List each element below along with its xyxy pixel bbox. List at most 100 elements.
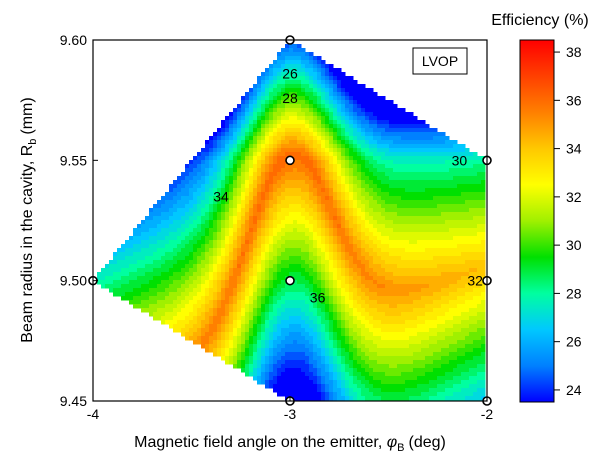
contour-cell — [253, 96, 258, 101]
contour-cell — [169, 204, 174, 209]
contour-cell — [209, 196, 214, 201]
contour-cell — [285, 344, 290, 349]
contour-cell — [253, 156, 258, 161]
contour-cell — [329, 384, 334, 389]
contour-cell — [369, 280, 374, 285]
contour-cell — [225, 348, 230, 353]
contour-cell — [241, 296, 246, 301]
contour-cell — [401, 340, 406, 345]
contour-cell — [365, 108, 370, 113]
contour-cell — [257, 172, 262, 177]
contour-cell — [385, 212, 390, 217]
contour-cell — [273, 292, 278, 297]
contour-cell — [333, 380, 338, 385]
contour-cell — [337, 84, 342, 89]
contour-cell — [141, 228, 146, 233]
contour-cell — [285, 140, 290, 145]
contour-cell — [209, 344, 214, 349]
contour-cell — [333, 272, 338, 277]
contour-cell — [345, 232, 350, 237]
contour-cell — [381, 356, 386, 361]
contour-cell — [345, 240, 350, 245]
contour-cell — [417, 364, 422, 369]
contour-cell — [373, 396, 378, 401]
contour-cell — [305, 376, 310, 381]
contour-cell — [373, 336, 378, 341]
contour-cell — [253, 200, 258, 205]
contour-cell — [261, 316, 266, 321]
contour-cell — [409, 224, 414, 229]
contour-cell — [217, 308, 222, 313]
contour-cell — [273, 244, 278, 249]
contour-cell — [393, 172, 398, 177]
contour-cell — [269, 264, 274, 269]
contour-cell — [297, 332, 302, 337]
contour-cell — [253, 128, 258, 133]
contour-cell — [301, 248, 306, 253]
contour-cell — [349, 120, 354, 125]
contour-cell — [225, 304, 230, 309]
contour-cell — [201, 252, 206, 257]
contour-cell — [317, 104, 322, 109]
contour-cell — [229, 236, 234, 241]
contour-cell — [249, 164, 254, 169]
contour-cell — [229, 124, 234, 129]
contour-cell — [217, 260, 222, 265]
contour-cell — [309, 236, 314, 241]
contour-cell — [273, 372, 278, 377]
contour-cell — [333, 208, 338, 213]
contour-cell — [161, 272, 166, 277]
contour-cell — [297, 280, 302, 285]
contour-cell — [185, 180, 190, 185]
contour-cell — [373, 216, 378, 221]
contour-cell — [257, 148, 262, 153]
contour-cell — [417, 252, 422, 257]
contour-cell — [393, 124, 398, 129]
contour-cell — [357, 368, 362, 373]
contour-cell — [217, 248, 222, 253]
contour-cell — [309, 352, 314, 357]
contour-cell — [189, 288, 194, 293]
contour-cell — [113, 260, 118, 265]
contour-cell — [377, 340, 382, 345]
contour-cell — [293, 396, 298, 401]
contour-cell — [341, 376, 346, 381]
contour-cell — [273, 92, 278, 97]
contour-cell — [333, 116, 338, 121]
contour-cell — [273, 260, 278, 265]
contour-cell — [249, 216, 254, 221]
contour-cell — [357, 84, 362, 89]
contour-cell — [321, 104, 326, 109]
contour-cell — [273, 316, 278, 321]
contour-cell — [181, 252, 186, 257]
contour-cell — [133, 276, 138, 281]
contour-cell — [333, 292, 338, 297]
contour-cell — [237, 264, 242, 269]
contour-cell — [273, 176, 278, 181]
contour-cell — [285, 172, 290, 177]
contour-cell — [369, 100, 374, 105]
contour-cell — [369, 340, 374, 345]
contour-cell — [357, 396, 362, 401]
contour-cell — [265, 184, 270, 189]
contour-cell — [253, 300, 258, 305]
contour-cell — [413, 236, 418, 241]
contour-cell — [197, 212, 202, 217]
contour-cell — [137, 240, 142, 245]
contour-cell — [205, 164, 210, 169]
contour-cell — [213, 352, 218, 357]
contour-cell — [277, 140, 282, 145]
contour-cell — [273, 252, 278, 257]
contour-cell — [149, 244, 154, 249]
contour-cell — [273, 196, 278, 201]
contour-cell — [317, 388, 322, 393]
contour-cell — [325, 84, 330, 89]
contour-cell — [409, 252, 414, 257]
contour-cell — [221, 132, 226, 137]
contour-cell — [261, 296, 266, 301]
contour-cell — [405, 112, 410, 117]
contour-cell — [297, 304, 302, 309]
contour-cell — [237, 344, 242, 349]
contour-cell — [241, 204, 246, 209]
contour-cell — [337, 96, 342, 101]
